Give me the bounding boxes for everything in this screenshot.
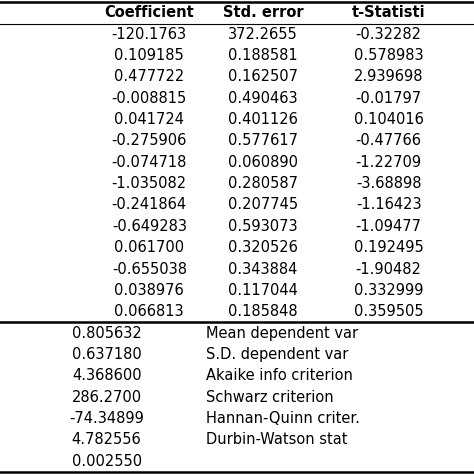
Text: -1.90482: -1.90482 bbox=[356, 262, 421, 276]
Text: -1.16423: -1.16423 bbox=[356, 198, 421, 212]
Text: -1.09477: -1.09477 bbox=[356, 219, 422, 234]
Text: -0.649283: -0.649283 bbox=[112, 219, 187, 234]
Text: -0.008815: -0.008815 bbox=[112, 91, 187, 106]
Text: -1.035082: -1.035082 bbox=[112, 176, 187, 191]
Text: 0.038976: 0.038976 bbox=[114, 283, 184, 298]
Text: -3.68898: -3.68898 bbox=[356, 176, 421, 191]
Text: Schwarz criterion: Schwarz criterion bbox=[206, 390, 334, 405]
Text: 0.577617: 0.577617 bbox=[228, 134, 298, 148]
Text: 0.343884: 0.343884 bbox=[228, 262, 298, 276]
Text: 286.2700: 286.2700 bbox=[72, 390, 142, 405]
Text: 0.477722: 0.477722 bbox=[114, 69, 184, 84]
Text: Mean dependent var: Mean dependent var bbox=[206, 326, 358, 340]
Text: -0.01797: -0.01797 bbox=[356, 91, 422, 106]
Text: 2.939698: 2.939698 bbox=[354, 69, 423, 84]
Text: 0.401126: 0.401126 bbox=[228, 112, 298, 127]
Text: 0.578983: 0.578983 bbox=[354, 48, 423, 63]
Text: -1.22709: -1.22709 bbox=[356, 155, 422, 170]
Text: 0.109185: 0.109185 bbox=[114, 48, 184, 63]
Text: -120.1763: -120.1763 bbox=[112, 27, 187, 42]
Text: 0.490463: 0.490463 bbox=[228, 91, 298, 106]
Text: Std. error: Std. error bbox=[223, 5, 303, 20]
Text: 0.061700: 0.061700 bbox=[114, 240, 184, 255]
Text: 0.041724: 0.041724 bbox=[114, 112, 184, 127]
Text: -0.275906: -0.275906 bbox=[111, 134, 187, 148]
Text: 0.104016: 0.104016 bbox=[354, 112, 424, 127]
Text: t-Statisti: t-Statisti bbox=[352, 5, 426, 20]
Text: Coefficient: Coefficient bbox=[104, 5, 194, 20]
Text: 0.185848: 0.185848 bbox=[228, 304, 298, 319]
Text: 0.192495: 0.192495 bbox=[354, 240, 424, 255]
Text: 0.066813: 0.066813 bbox=[115, 304, 184, 319]
Text: -0.655038: -0.655038 bbox=[112, 262, 187, 276]
Text: 372.2655: 372.2655 bbox=[228, 27, 298, 42]
Text: 0.117044: 0.117044 bbox=[228, 283, 298, 298]
Text: 0.188581: 0.188581 bbox=[228, 48, 298, 63]
Text: 0.162507: 0.162507 bbox=[228, 69, 298, 84]
Text: Hannan-Quinn criter.: Hannan-Quinn criter. bbox=[206, 411, 360, 426]
Text: 0.593073: 0.593073 bbox=[228, 219, 298, 234]
Text: 0.637180: 0.637180 bbox=[72, 347, 142, 362]
Text: -0.32282: -0.32282 bbox=[356, 27, 422, 42]
Text: 4.368600: 4.368600 bbox=[72, 368, 141, 383]
Text: S.D. dependent var: S.D. dependent var bbox=[206, 347, 348, 362]
Text: 0.280587: 0.280587 bbox=[228, 176, 298, 191]
Text: 4.782556: 4.782556 bbox=[72, 432, 142, 447]
Text: 0.207745: 0.207745 bbox=[228, 198, 298, 212]
Text: 0.332999: 0.332999 bbox=[354, 283, 423, 298]
Text: 0.320526: 0.320526 bbox=[228, 240, 298, 255]
Text: 0.359505: 0.359505 bbox=[354, 304, 423, 319]
Text: -74.34899: -74.34899 bbox=[69, 411, 144, 426]
Text: 0.002550: 0.002550 bbox=[72, 454, 142, 469]
Text: -0.241864: -0.241864 bbox=[112, 198, 187, 212]
Text: Durbin-Watson stat: Durbin-Watson stat bbox=[206, 432, 348, 447]
Text: Akaike info criterion: Akaike info criterion bbox=[206, 368, 353, 383]
Text: -0.47766: -0.47766 bbox=[356, 134, 422, 148]
Text: 0.060890: 0.060890 bbox=[228, 155, 298, 170]
Text: -0.074718: -0.074718 bbox=[111, 155, 187, 170]
Text: 0.805632: 0.805632 bbox=[72, 326, 142, 340]
